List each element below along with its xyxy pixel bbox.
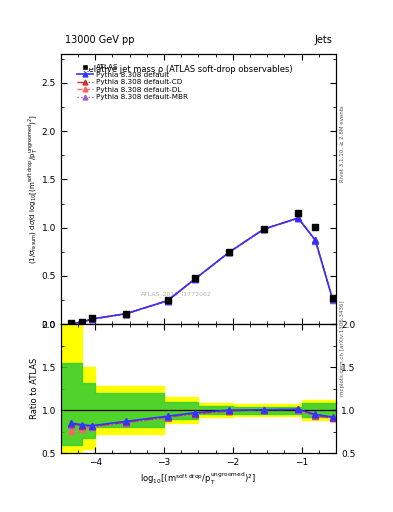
Y-axis label: $(1/\sigma_\mathrm{resum})$ d$\sigma$/d log$_{10}$[(m$^{\mathrm{soft\ drop}}$/p$: $(1/\sigma_\mathrm{resum})$ d$\sigma$/d … <box>27 114 40 264</box>
Point <box>79 318 85 327</box>
Text: Rivet 3.1.10, ≥ 2.8M events: Rivet 3.1.10, ≥ 2.8M events <box>340 105 345 182</box>
Point <box>295 209 301 217</box>
Point <box>226 248 233 256</box>
Legend: ATLAS, Pythia 8.308 default, Pythia 8.308 default-CD, Pythia 8.308 default-DL, P: ATLAS, Pythia 8.308 default, Pythia 8.30… <box>75 63 189 102</box>
Point <box>89 314 95 323</box>
Point <box>192 274 198 282</box>
Point <box>123 310 129 318</box>
X-axis label: log$_{10}$[(m$^{\mathrm{soft\ drop}}$/p$_\mathrm{T}^{\mathrm{ungroomed}}$)$^2$]: log$_{10}$[(m$^{\mathrm{soft\ drop}}$/p$… <box>140 471 257 487</box>
Text: ATLAS_2019_I1772062: ATLAS_2019_I1772062 <box>141 292 212 297</box>
Text: mcplots.cern.ch [arXiv:1306.3436]: mcplots.cern.ch [arXiv:1306.3436] <box>340 301 345 396</box>
Y-axis label: Ratio to ATLAS: Ratio to ATLAS <box>30 358 39 419</box>
Point <box>329 294 336 302</box>
Point <box>164 296 171 304</box>
Point <box>68 319 74 328</box>
Text: Relative jet mass ρ (ATLAS soft-drop observables): Relative jet mass ρ (ATLAS soft-drop obs… <box>83 65 292 74</box>
Point <box>261 225 267 233</box>
Text: 13000 GeV pp: 13000 GeV pp <box>65 35 134 45</box>
Point <box>312 223 318 231</box>
Text: Jets: Jets <box>314 35 332 45</box>
